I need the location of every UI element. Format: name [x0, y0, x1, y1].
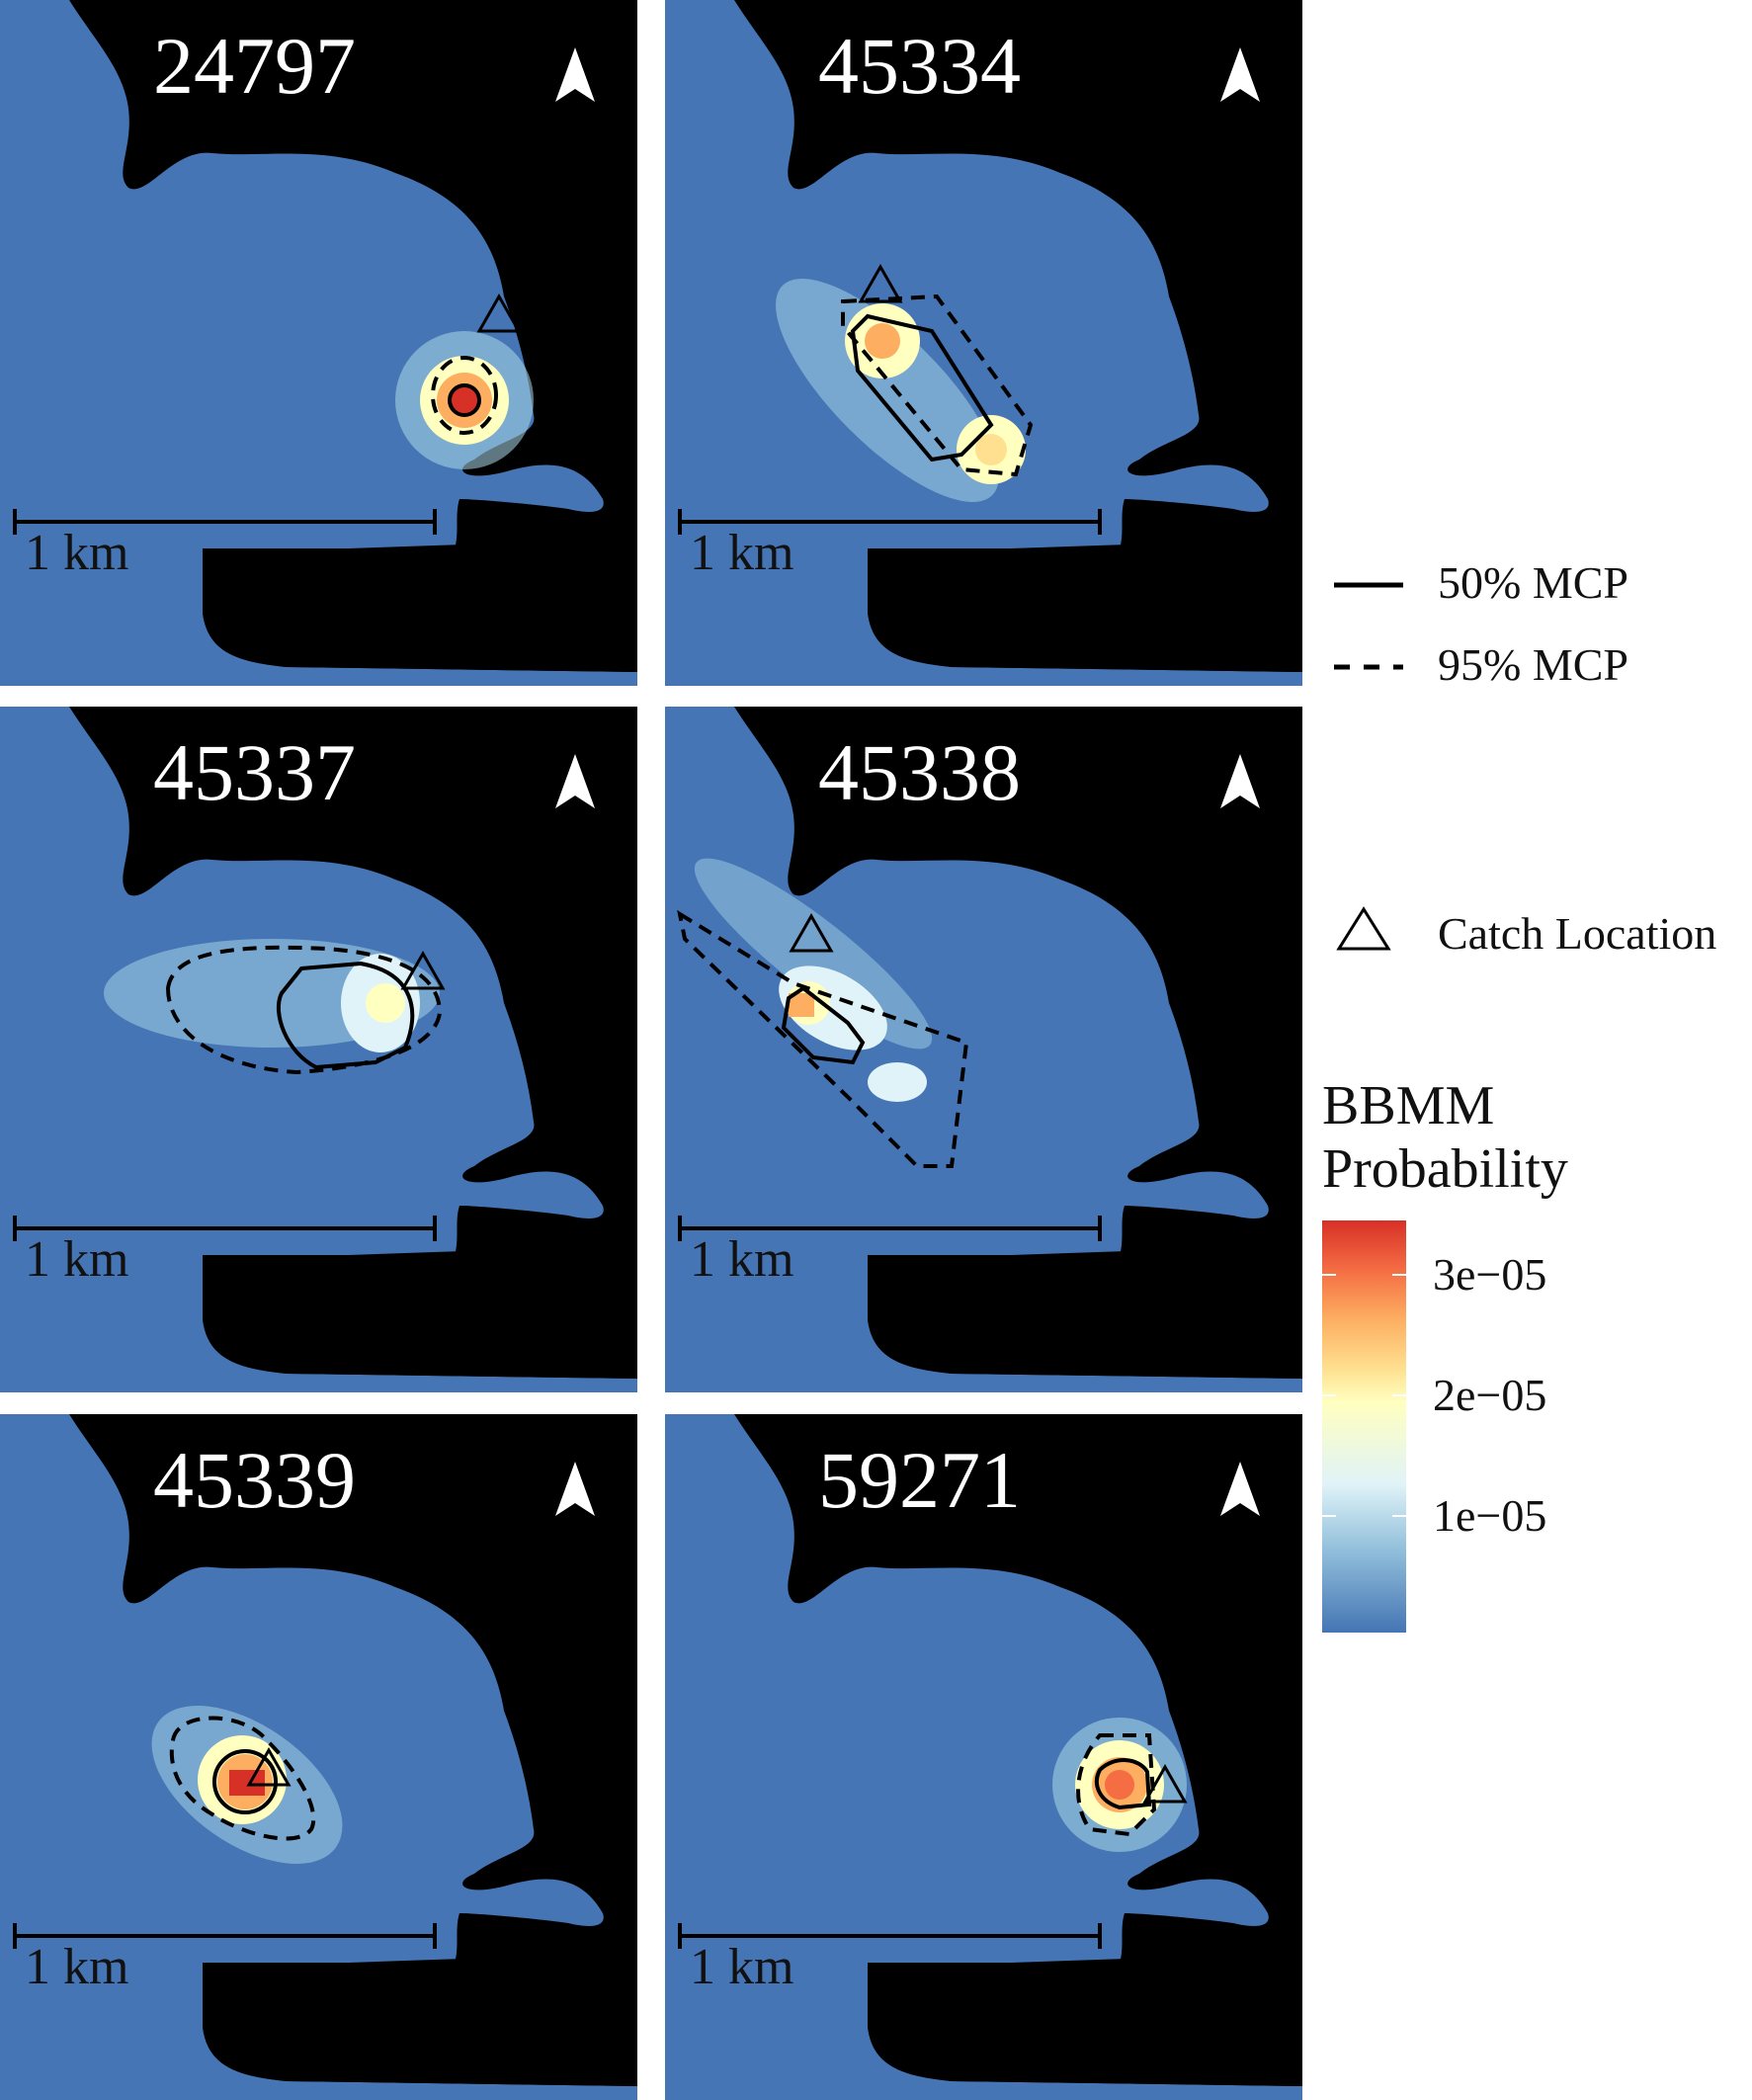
map-panel-24797: 24797 1 km [0, 0, 637, 686]
mcp50-legend-label: 50% MCP [1438, 557, 1628, 608]
panel-title: 45339 [153, 1435, 356, 1525]
water-area [665, 707, 1302, 1392]
map-panel-45338: 45338 1 km [665, 707, 1302, 1392]
bbmm-hotspot [104, 939, 440, 1052]
mcp95-outline [841, 294, 1034, 477]
scale-bar [678, 509, 1102, 535]
colorbar-tick-label: 2e−05 [1433, 1370, 1547, 1420]
colorbar-title: BBMM [1322, 1075, 1495, 1136]
water-area [0, 1414, 637, 2100]
mcp50-outline [448, 383, 481, 417]
map-graphic [665, 1414, 1302, 2100]
bbmm-hotspot [694, 858, 933, 1102]
colorbar-tick [1392, 1394, 1406, 1396]
map-graphic [0, 1414, 637, 2100]
map-graphic [0, 0, 637, 686]
catch-location-legend-label: Catch Location [1438, 908, 1717, 959]
catch-location-legend-icon [1336, 906, 1391, 951]
catch-location-marker [476, 293, 522, 333]
colorbar-tick-label: 1e−05 [1433, 1490, 1547, 1541]
colorbar-tick-label: 3e−05 [1433, 1249, 1547, 1300]
land-peninsula [203, 1245, 637, 1379]
mcp95-outline [169, 1716, 316, 1841]
mcp95-outline [677, 909, 969, 1168]
land-peninsula [868, 539, 1302, 672]
panel-title: 59271 [818, 1435, 1021, 1525]
scale-bar [678, 1923, 1102, 1949]
mcp50-legend-line [1334, 582, 1403, 588]
colorbar [1322, 1220, 1406, 1633]
colorbar-tick [1392, 1274, 1406, 1276]
scale-label: 1 km [25, 525, 129, 581]
mcp50-outline [781, 985, 866, 1065]
mcp50-outline [850, 313, 994, 462]
north-arrow-icon [1220, 1462, 1260, 1516]
scale-label: 1 km [25, 1939, 129, 1995]
colorbar-tick [1322, 1274, 1336, 1276]
scale-bar [13, 509, 437, 535]
catch-location-marker [1142, 1763, 1188, 1804]
map-panel-45337: 45337 1 km [0, 707, 637, 1392]
panel-title: 45334 [818, 21, 1021, 111]
scale-label: 1 km [25, 1231, 129, 1288]
panel-title: 45338 [818, 727, 1021, 817]
land-peninsula [868, 1953, 1302, 2086]
bbmm-hotspot [395, 331, 534, 469]
north-arrow-icon [555, 1462, 595, 1516]
land-peninsula [203, 1953, 637, 2086]
scale-label: 1 km [690, 525, 794, 581]
panel-title: 24797 [153, 21, 356, 111]
mcp50-outline [1094, 1758, 1152, 1810]
water-area [665, 1414, 1302, 2100]
mcp95-outline [431, 356, 498, 435]
water-area [0, 707, 637, 1392]
map-graphic [665, 707, 1302, 1392]
scale-bar [13, 1923, 437, 1949]
land-peninsula [868, 1245, 1302, 1379]
catch-location-marker [858, 263, 903, 303]
map-panel-45339: 45339 1 km [0, 1414, 637, 2100]
colorbar-tick [1322, 1515, 1336, 1517]
map-graphic [665, 0, 1302, 686]
water-area [665, 0, 1302, 686]
catch-location-marker [789, 912, 834, 953]
land-peninsula [203, 539, 637, 672]
colorbar-tick [1392, 1515, 1406, 1517]
map-panel-45334: 45334 1 km [665, 0, 1302, 686]
mcp50-outline [276, 961, 415, 1070]
water-area [0, 0, 637, 686]
colorbar-tick [1322, 1394, 1336, 1396]
colorbar-title: Probability [1322, 1138, 1568, 1200]
north-arrow-icon [555, 47, 595, 102]
mcp95-legend-label: 95% MCP [1438, 639, 1628, 690]
north-arrow-icon [555, 754, 595, 808]
scale-label: 1 km [690, 1231, 794, 1288]
mcp95-legend-line [1334, 664, 1403, 670]
panel-title: 45337 [153, 727, 356, 817]
scale-bar [678, 1216, 1102, 1241]
map-panel-59271: 59271 1 km [665, 1414, 1302, 2100]
map-graphic [0, 707, 637, 1392]
mcp95-outline [1076, 1733, 1157, 1837]
scale-bar [13, 1216, 437, 1241]
scale-label: 1 km [690, 1939, 794, 1995]
mcp95-outline [165, 945, 443, 1075]
catch-location-marker [400, 950, 446, 990]
north-arrow-icon [1220, 47, 1260, 102]
catch-location-marker [246, 1746, 292, 1787]
north-arrow-icon [1220, 754, 1260, 808]
mcp50-outline [212, 1749, 278, 1814]
